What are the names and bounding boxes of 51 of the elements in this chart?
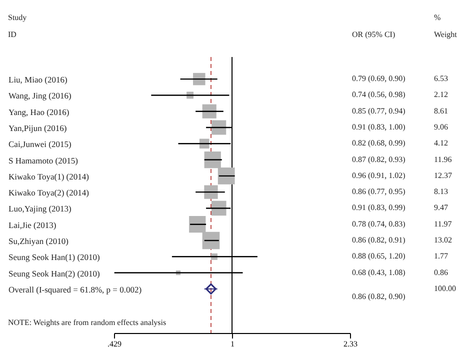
y-tick-label: Kiwako Toya(1) (2014): [8, 171, 90, 182]
y-tick-label: Yang, Hao (2016): [8, 106, 70, 117]
y-tick-label: Kiwako Toya(2) (2014): [8, 188, 90, 198]
data-label: 0.87 (0.82, 0.93): [352, 154, 406, 164]
y-tick-label: Luo,Yajing (2013): [8, 204, 72, 214]
text: 11.97: [434, 219, 452, 228]
text: NOTE: Weights are from random effects analysis: [8, 318, 166, 327]
y-tick-label: Seung Seok Han(2) (2010): [8, 268, 100, 278]
y-tick-label: Liu, Miao (2016): [8, 74, 68, 85]
data-label: 0.74 (0.56, 0.98): [352, 90, 406, 100]
text: 2.12: [434, 90, 448, 100]
text: 13.02: [434, 236, 452, 244]
data-label: 0.68 (0.43, 1.08): [352, 268, 406, 277]
data-label: 0.88 (0.65, 1.20): [352, 252, 406, 261]
text: 9.06: [434, 122, 448, 132]
text: 0.86 (0.82, 0.90): [352, 292, 406, 301]
y-tick-label: Su,Zhiyan (2010): [8, 236, 69, 246]
y-tick-label: Yan,Pijun (2016): [8, 123, 67, 133]
text: OR (95% CI): [352, 30, 396, 39]
data-label: 0.79 (0.69, 0.90): [352, 74, 406, 84]
data-label: 0.91 (0.83, 1.00): [352, 122, 406, 132]
text: 6.53: [434, 74, 448, 84]
y-tick-label: Cai,Junwei (2015): [8, 139, 72, 150]
data-label: 0.96 (0.91, 1.02): [352, 170, 406, 180]
y-tick-label: Seung Seok Han(1) (2010): [8, 252, 100, 262]
text: 0.86: [434, 268, 448, 277]
text: 1.77: [434, 252, 448, 261]
x-tick-label: .429: [108, 340, 122, 348]
y-tick-label: Wang, Jing (2016): [8, 90, 72, 101]
x-tick-label: 2.33: [344, 340, 358, 348]
text: 8.61: [434, 106, 448, 116]
text: 100.00: [434, 284, 456, 293]
text: ID: [8, 30, 17, 39]
data-label: 0.91 (0.83, 0.99): [352, 203, 406, 212]
y-tick-label: Overall (I-squared = 61.8%, p = 0.002): [8, 284, 142, 294]
data-label: 0.86 (0.82, 0.91): [352, 236, 406, 244]
text: Study: [8, 13, 27, 22]
text: Weight: [434, 30, 458, 39]
y-tick-label: S Hamamoto (2015): [8, 155, 78, 166]
text: 9.47: [434, 203, 448, 212]
text: %: [434, 13, 441, 22]
text: 12.37: [434, 170, 452, 180]
x-tick-label: 1: [230, 340, 235, 348]
text: 4.12: [434, 138, 448, 148]
data-label: 0.86 (0.77, 0.95): [352, 187, 406, 196]
data-label: 0.82 (0.68, 0.99): [352, 138, 406, 148]
data-label: 0.78 (0.74, 0.83): [352, 219, 406, 228]
text: 11.96: [434, 154, 452, 164]
text: 8.13: [434, 187, 448, 196]
data-label: 0.85 (0.77, 0.94): [352, 106, 406, 116]
y-tick-label: Lai,Jie (2013): [8, 220, 56, 230]
